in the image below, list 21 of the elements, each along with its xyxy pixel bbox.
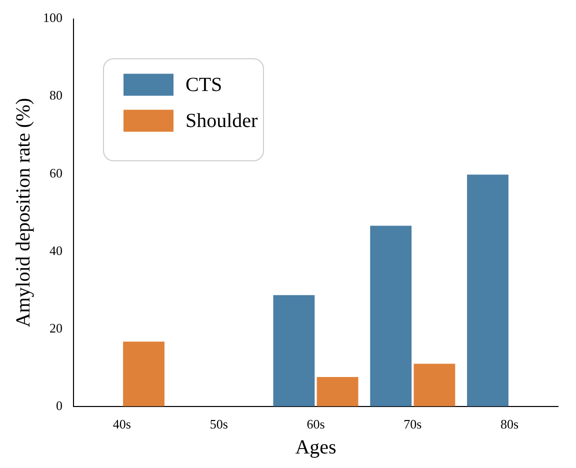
x-axis-title: Ages (295, 436, 337, 458)
bar (414, 364, 456, 406)
x-tick-label: 40s (112, 416, 131, 432)
bar (370, 226, 412, 406)
bar (316, 376, 358, 406)
y-tick-label: 40 (50, 242, 62, 258)
bar (123, 342, 164, 406)
legend-label: Shoulder (186, 110, 258, 132)
y-tick-label: 20 (50, 320, 62, 336)
x-tick-label: 80s (500, 416, 519, 432)
x-tick-label: 60s (306, 416, 325, 432)
y-tick-label: 60 (50, 165, 62, 180)
x-tick-label: 50s (210, 416, 228, 432)
legend-label: CTS (186, 74, 222, 96)
bar (273, 295, 315, 406)
y-tick-label: 0 (56, 398, 62, 413)
y-tick-label: 100 (43, 10, 62, 26)
bar (467, 174, 508, 406)
x-tick-label: 70s (404, 416, 422, 432)
y-axis-title: Amyloid deposition rate (%) (12, 98, 34, 328)
y-tick-label: 80 (50, 88, 62, 103)
